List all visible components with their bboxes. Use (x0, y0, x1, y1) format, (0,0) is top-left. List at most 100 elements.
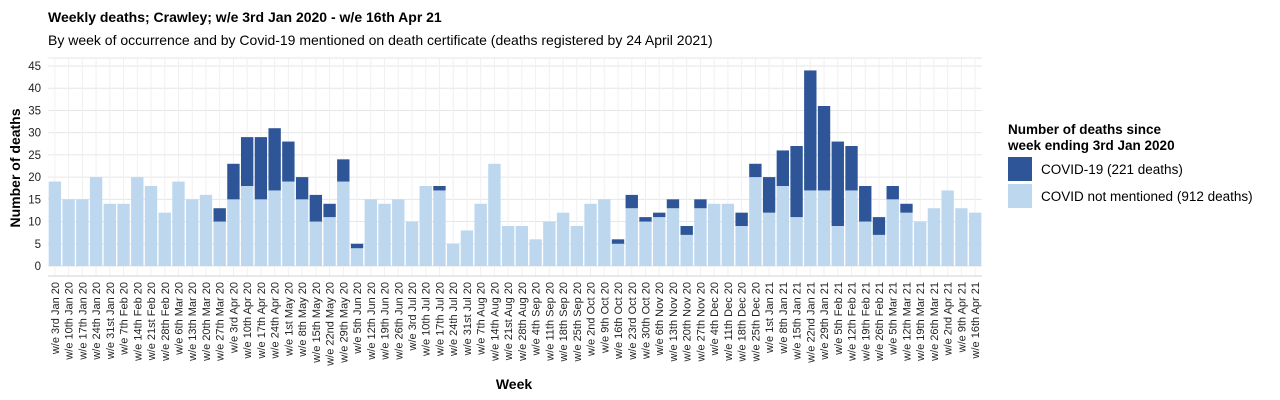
y-tick-label: 0 (35, 261, 41, 273)
x-tick-label: w/e 18th Sep 20 (558, 282, 570, 363)
bar-covid-not-mentioned (460, 230, 474, 266)
x-tick-label: w/e 10th Jan 20 (64, 282, 76, 361)
bar-covid-19 (859, 186, 872, 222)
bar-covid-not-mentioned (611, 243, 625, 266)
legend-swatch (1008, 184, 1032, 208)
bar-covid-not-mentioned (282, 181, 295, 266)
x-tick-label: w/e 27th Nov 20 (695, 282, 707, 363)
bar-covid-not-mentioned (309, 221, 323, 266)
bar-covid-19 (611, 239, 625, 244)
bar-covid-19 (831, 141, 844, 226)
bar-covid-not-mentioned (570, 226, 583, 266)
bar-covid-not-mentioned (859, 221, 872, 266)
x-tick-label: w/e 17th Apr 20 (256, 282, 268, 359)
legend: Number of deaths since week ending 3rd J… (1007, 122, 1253, 208)
x-tick-label: w/e 1st Jan 21 (764, 282, 776, 354)
x-tick-label: w/e 20th Nov 20 (682, 282, 694, 363)
x-tick-label: w/e 21st Feb 20 (146, 282, 158, 361)
bar-covid-not-mentioned (364, 199, 377, 266)
x-tick-label: w/e 18th Dec 20 (737, 282, 749, 363)
bar-covid-19 (625, 194, 638, 209)
bar-covid-not-mentioned (804, 190, 817, 266)
x-tick-label: w/e 15th May 20 (311, 282, 323, 364)
bar-covid-not-mentioned (350, 248, 364, 266)
y-tick-label: 40 (28, 83, 41, 95)
x-tick-label: w/e 31st Jul 20 (462, 282, 474, 356)
x-tick-label: w/e 7th Aug 20 (476, 282, 488, 356)
y-tick-label: 10 (28, 217, 41, 229)
bar-covid-not-mentioned (625, 208, 638, 266)
bar-covid-not-mentioned (927, 208, 941, 266)
x-tick-label: w/e 30th Oct 20 (640, 282, 652, 360)
x-tick-label: w/e 11th Dec 20 (723, 282, 735, 362)
x-tick-label: w/e 9th Apr 21 (956, 282, 968, 353)
x-tick-label: w/e 16th Oct 20 (613, 282, 625, 360)
bar-covid-not-mentioned (144, 186, 158, 266)
x-tick-label: w/e 24th Apr 20 (270, 282, 282, 359)
x-tick-label: w/e 26th Mar 21 (929, 282, 941, 362)
bar-covid-19 (680, 226, 693, 235)
bar-covid-not-mentioned (666, 208, 680, 266)
bar-covid-not-mentioned (529, 239, 542, 266)
x-tick-label: w/e 19th Mar 21 (915, 282, 927, 362)
x-tick-label: w/e 5th Feb 21 (833, 282, 845, 356)
bar-covid-not-mentioned (447, 243, 460, 266)
bar-covid-not-mentioned (501, 226, 515, 266)
bar-covid-not-mentioned (419, 186, 432, 266)
x-tick-label: w/e 8th May 20 (297, 282, 309, 358)
bar-covid-19 (845, 146, 858, 191)
y-tick-label: 45 (28, 61, 41, 73)
x-tick-label: w/e 8th Jan 21 (778, 282, 790, 355)
x-tick-label: w/e 26th Jun 20 (393, 282, 405, 361)
legend-label: COVID-19 (221 deaths) (1041, 162, 1183, 177)
x-tick-label: w/e 9th Oct 20 (599, 282, 611, 354)
bar-covid-19 (282, 141, 295, 182)
x-tick-label: w/e 31st Jan 20 (105, 282, 117, 360)
bar-covid-not-mentioned (556, 212, 570, 266)
x-tick-label: w/e 24th Jul 20 (448, 282, 460, 357)
bar-covid-not-mentioned (172, 181, 185, 266)
bar-covid-not-mentioned (694, 208, 707, 266)
bar-covid-19 (886, 186, 899, 200)
y-tick-label: 35 (28, 105, 41, 117)
x-tick-label: w/e 23rd Oct 20 (627, 282, 639, 361)
bar-covid-19 (804, 70, 817, 191)
bar-covid-not-mentioned (653, 217, 666, 266)
x-tick-label: w/e 22nd May 20 (325, 282, 337, 367)
x-tick-label: w/e 3rd Jul 20 (407, 282, 419, 351)
x-axis-title: Week (496, 376, 533, 392)
bar-covid-19 (323, 203, 336, 218)
bar-covid-not-mentioned (227, 199, 240, 266)
bar-covid-not-mentioned (89, 177, 103, 266)
bar-covid-19 (433, 186, 446, 191)
x-tick-label: w/e 19th Jun 20 (380, 282, 392, 361)
x-tick-label: w/e 17th Jan 20 (77, 282, 89, 361)
x-tick-label: w/e 3rd Jan 20 (50, 282, 62, 355)
x-tick-label: w/e 28th Aug 20 (517, 282, 529, 362)
legend-label: COVID not mentioned (912 deaths) (1041, 189, 1253, 204)
bar-covid-19 (790, 146, 803, 218)
bar-covid-not-mentioned (707, 203, 721, 266)
chart-subtitle: By week of occurrence and by Covid-19 me… (48, 32, 713, 48)
x-tick-label: w/e 1st May 20 (283, 282, 295, 357)
bars (48, 70, 982, 266)
x-tick-label: w/e 12th Mar 21 (901, 282, 913, 362)
bar-covid-not-mentioned (955, 208, 968, 266)
bar-covid-not-mentioned (914, 221, 927, 266)
bar-covid-19 (817, 106, 831, 191)
x-tick-label: w/e 25th Dec 20 (750, 282, 762, 363)
bar-covid-19 (735, 212, 748, 226)
x-tick-label: w/e 12th Jun 20 (366, 282, 378, 361)
bar-covid-not-mentioned (584, 203, 597, 266)
bar-covid-not-mentioned (900, 212, 913, 266)
bar-covid-not-mentioned (598, 199, 611, 266)
bar-covid-19 (337, 159, 350, 182)
x-tick-label: w/e 16th Apr 21 (970, 282, 982, 359)
bar-covid-19 (666, 199, 680, 209)
bar-covid-not-mentioned (131, 177, 144, 266)
bar-covid-not-mentioned (213, 221, 226, 266)
bar-covid-19 (872, 217, 886, 235)
bar-covid-not-mentioned (62, 199, 75, 266)
y-tick-label: 30 (28, 128, 41, 140)
